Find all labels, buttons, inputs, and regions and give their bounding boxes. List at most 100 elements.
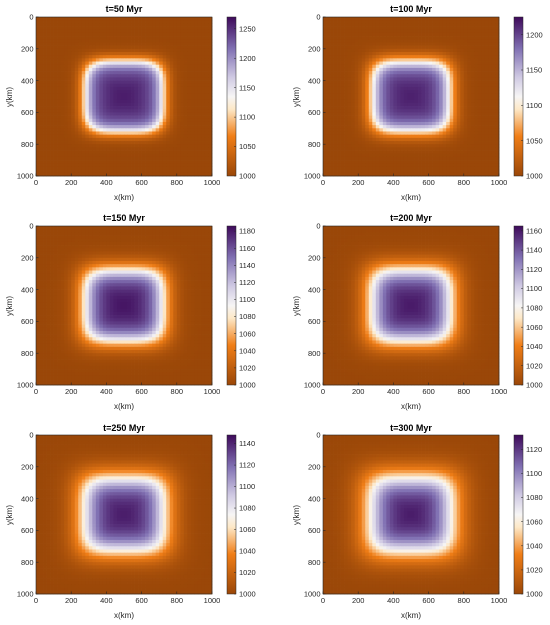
heatmap-cell [120,77,125,81]
heatmap-cell [183,55,188,59]
heatmap-cell [173,55,178,59]
heatmap-cell [354,36,359,40]
heatmap-cell [138,61,142,66]
heatmap-cell [432,48,436,53]
heatmap-cell [470,61,475,66]
heatmap-cell [403,118,408,123]
heatmap-cell [74,80,79,85]
heatmap-cell [134,45,139,50]
heatmap-cell [351,166,356,170]
heatmap-cell [95,131,100,136]
heatmap-cell [323,115,327,120]
heatmap-cell [453,137,458,142]
heatmap-cell [109,61,114,66]
heatmap-cell [425,29,429,34]
heatmap-cell [138,106,142,110]
heatmap-cell [102,109,107,113]
heatmap-cell [145,166,149,170]
heatmap-cell [116,51,121,56]
heatmap-cell [85,90,90,94]
heatmap-cell [102,144,107,148]
heatmap-cell [379,74,384,78]
heatmap-cell [113,17,118,21]
heatmap-cell [407,26,412,31]
heatmap-cell [145,93,149,97]
heatmap-cell [208,134,213,139]
heatmap-cell [477,115,482,120]
heatmap-cell [421,131,426,136]
heatmap-cell [81,96,86,101]
heatmap-cell [361,121,366,126]
heatmap-cell [375,67,380,72]
heatmap-cell [400,144,405,148]
heatmap-cell [148,51,153,56]
heatmap-cell [201,163,206,167]
heatmap-cell [208,102,213,107]
heatmap-cell [131,131,135,136]
heatmap-cell [330,166,334,170]
heatmap-cell [389,166,394,170]
heatmap-cell [470,71,475,75]
panel-title: t=50 Myr [106,4,143,14]
heatmap-cell [43,169,47,174]
heatmap-cell [46,80,51,85]
heatmap-cell [414,26,419,31]
heatmap-cell [194,64,199,69]
heatmap-cell [396,121,401,126]
heatmap-cell [484,115,489,120]
heatmap-cell [39,106,44,110]
heatmap-cell [155,67,160,72]
heatmap-cell [145,86,149,91]
heatmap-cell [116,26,121,31]
heatmap-cell [421,55,426,59]
heatmap-cell [396,141,401,145]
heatmap-cell [467,131,472,136]
heatmap-cell [204,102,209,107]
heatmap-cell [323,153,327,158]
heatmap-cell [78,45,83,50]
heatmap-cell [145,169,149,174]
heatmap-cell [393,48,398,53]
heatmap-cell [400,118,405,123]
heatmap-cell [197,58,202,62]
heatmap-cell [354,86,359,91]
heatmap-cell [393,115,398,120]
heatmap-cell [418,61,422,66]
heatmap-cell [162,166,167,170]
heatmap-cell [50,93,54,97]
heatmap-cell [453,128,458,132]
heatmap-cell [323,125,327,129]
heatmap-cell [333,61,338,66]
heatmap-cell [131,20,135,24]
heatmap-cell [400,64,405,69]
heatmap-cell [393,86,398,91]
heatmap-cell [330,39,334,43]
heatmap-cell [60,64,65,69]
heatmap-cell [183,51,188,56]
heatmap-cell [389,169,394,174]
heatmap-cell [64,118,69,123]
heatmap-cell [85,48,90,53]
heatmap-cell [162,74,167,78]
heatmap-cell [453,169,458,174]
heatmap-cell [152,121,157,126]
heatmap-cell [389,118,394,123]
heatmap-cell [488,55,493,59]
heatmap-cell [495,112,500,116]
heatmap-cell [365,112,370,116]
heatmap-cell [148,172,153,177]
heatmap-cell [372,58,377,62]
heatmap-cell [432,156,436,161]
heatmap-cell [365,115,370,120]
heatmap-cell [39,20,44,24]
heatmap-cell [477,99,482,104]
heatmap-cell [435,137,440,142]
heatmap-cell [78,90,83,94]
heatmap-cell [145,80,149,85]
heatmap-cell [347,106,352,110]
heatmap-cell [71,45,76,50]
heatmap-cell [138,20,142,24]
heatmap-cell [187,77,192,81]
heatmap-cell [194,115,199,120]
heatmap-cell [358,48,363,53]
